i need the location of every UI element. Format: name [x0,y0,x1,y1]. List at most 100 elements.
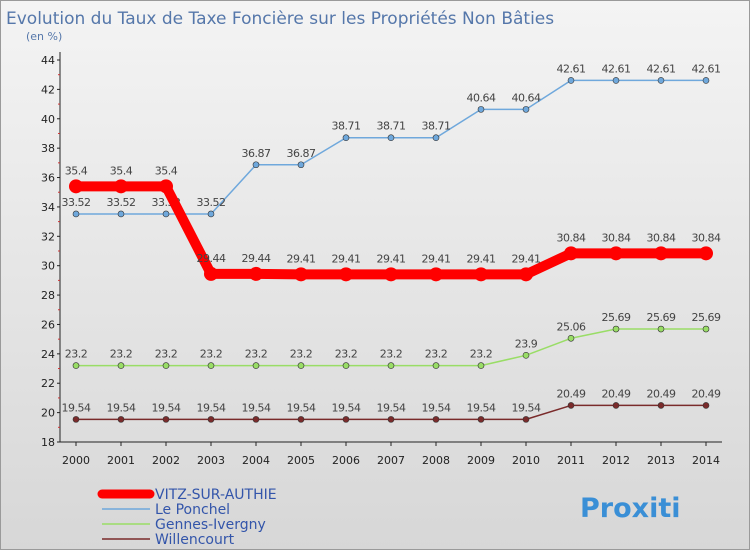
data-point [162,210,170,218]
data-label: 29.41 [467,252,496,265]
data-point [297,362,305,369]
x-tick-label: 2001 [107,454,135,467]
data-label: 35.4 [65,164,88,177]
data-label: 23.2 [200,348,223,361]
y-tick-label: 22 [41,377,55,390]
data-label: 30.84 [602,231,631,244]
data-point [432,362,440,369]
data-label: 23.2 [470,348,493,361]
data-point [117,210,125,218]
data-label: 20.49 [602,387,631,400]
data-point [609,246,623,261]
data-point [387,416,395,423]
data-label: 23.2 [110,348,133,361]
data-label: 42.61 [557,62,586,75]
data-point [702,325,710,333]
data-point [612,325,620,333]
data-point [159,179,173,194]
data-label: 42.61 [647,62,676,75]
data-point [342,362,350,369]
data-label: 23.2 [290,348,313,361]
x-tick-label: 2005 [287,454,315,467]
legend-label: Le Ponchel [155,502,230,518]
data-label: 29.41 [512,252,541,265]
y-tick-label: 18 [41,436,55,449]
data-label: 19.54 [377,401,406,414]
y-tick-label: 40 [41,113,55,126]
data-label: 23.2 [65,348,88,361]
data-label: 40.64 [467,91,496,104]
data-label: 23.2 [335,348,358,361]
series-willencourt: 19.54 19.54 19.54 19.54 19.54 19.54 19.54 19.54… [62,387,721,423]
data-label: 29.41 [377,252,406,265]
x-tick-label: 2009 [467,454,495,467]
axes: 18 20 22 24 26 28 30 32 34 36 38 40 42 44 2000 2001 2002… [41,52,722,467]
data-point [342,416,350,423]
data-label: 35.4 [155,164,178,177]
data-point [72,362,80,369]
chart-title: Evolution du Taux de Taxe Foncière sur l… [6,9,554,29]
data-label: 38.71 [332,120,361,133]
y-tick-label: 28 [41,289,55,302]
data-label: 19.54 [242,401,271,414]
data-label: 19.54 [332,401,361,414]
x-tick-label: 2008 [422,454,450,467]
data-label: 23.2 [380,348,403,361]
data-point [702,402,710,409]
data-point [72,416,80,423]
data-label: 30.84 [557,231,586,244]
data-label: 19.54 [62,401,91,414]
y-tick-label: 20 [41,407,55,420]
y-tick-label: 30 [41,260,55,273]
data-point [522,416,530,423]
y-tick-label: 26 [41,318,55,331]
series-vitz-sur-authie: 35.4 35.4 35.4 29.44 29.44 29.41 29.41 29.41 29.… [65,164,721,282]
data-point [522,106,530,113]
logo-text: Proxiti [580,493,681,524]
data-label: 33.52 [107,196,136,209]
data-point [207,416,215,423]
data-label: 19.54 [152,401,181,414]
legend-label: Willencourt [155,532,235,548]
data-label: 36.87 [287,147,316,160]
x-tick-label: 2003 [197,454,225,467]
data-label: 20.49 [692,387,721,400]
data-label: 20.49 [647,387,676,400]
x-tick-label: 2013 [647,454,675,467]
y-tick-label: 44 [41,54,55,67]
legend-label: VITZ-SUR-AUTHIE [155,487,277,503]
x-tick-label: 2012 [602,454,630,467]
x-tick-label: 2004 [242,454,270,467]
data-point [117,362,125,369]
data-point [339,267,353,282]
legend-item: VITZ-SUR-AUTHIE [97,487,277,503]
legend-item: Willencourt [102,532,235,548]
data-label: 33.52 [62,196,91,209]
data-label: 42.61 [692,62,721,75]
y-tick-label: 38 [41,142,55,155]
data-label: 19.54 [287,401,316,414]
data-point [342,134,350,142]
data-point [522,352,530,359]
data-label: 25.69 [647,311,676,324]
data-point [654,246,668,261]
y-tick-label: 36 [41,172,55,185]
data-point [207,362,215,369]
data-point [612,77,620,84]
data-point [297,161,305,169]
data-point [252,161,260,169]
data-point [657,77,665,84]
data-point [657,325,665,333]
data-label: 29.41 [332,252,361,265]
data-point [297,416,305,423]
data-point [477,106,485,113]
data-point [657,402,665,409]
data-point [252,416,260,423]
data-label: 33.52 [197,196,226,209]
data-point [567,402,575,409]
data-point [612,402,620,409]
